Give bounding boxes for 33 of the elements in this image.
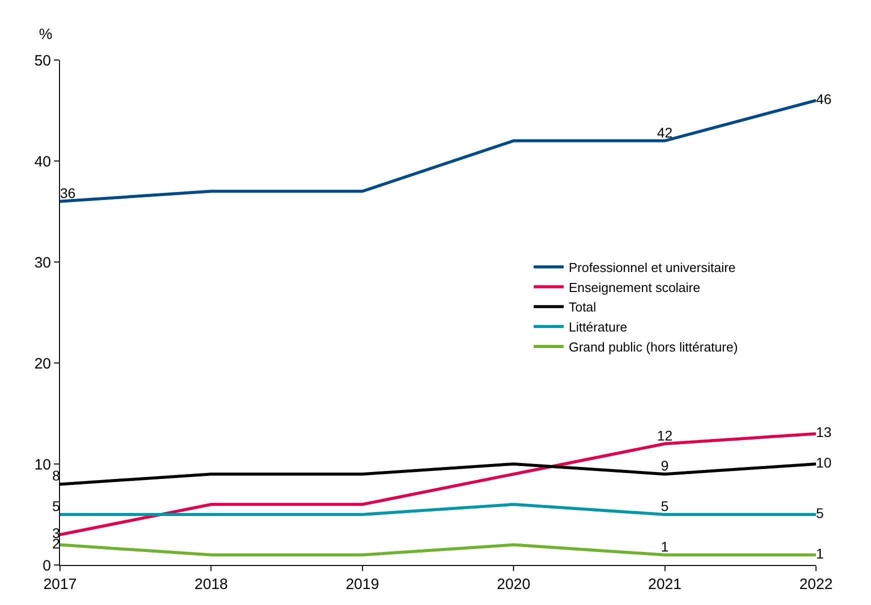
legend-label: Total — [568, 300, 596, 315]
line-series — [60, 432, 816, 536]
line-series — [60, 98, 816, 203]
data-label: 9 — [660, 458, 669, 474]
data-label: 1 — [660, 538, 669, 554]
y-tick-label: 20 — [34, 355, 51, 372]
data-label: 5 — [52, 498, 60, 514]
x-tick-label: 2017 — [43, 576, 77, 593]
x-tick-label: 2022 — [799, 576, 833, 593]
legend-label: Grand public (hors littérature) — [568, 340, 738, 355]
legend-label: Professionnel et universitaire — [568, 260, 736, 275]
data-label: 5 — [816, 505, 824, 521]
data-label: 10 — [816, 454, 832, 470]
x-tick-label: 2019 — [346, 576, 380, 593]
legend-label: Littérature — [568, 320, 628, 335]
data-label: 8 — [52, 468, 60, 484]
y-axis-title: % — [39, 26, 52, 43]
data-label: 42 — [657, 124, 673, 140]
x-tick-label: 2018 — [194, 576, 228, 593]
data-label: 13 — [816, 424, 832, 440]
x-tick-label: 2020 — [496, 576, 530, 593]
legend-label: Enseignement scolaire — [568, 280, 700, 295]
y-tick-label: 40 — [34, 153, 51, 170]
data-label: 36 — [60, 184, 76, 201]
y-tick-label: 50 — [34, 52, 51, 70]
data-label: 12 — [657, 427, 673, 444]
x-tick-label: 2021 — [648, 576, 682, 593]
data-label: 1 — [816, 545, 824, 562]
y-tick-label: 30 — [34, 254, 51, 272]
data-label: 46 — [816, 90, 832, 107]
y-tick-label: 0 — [42, 557, 51, 574]
data-label: 5 — [660, 498, 669, 514]
y-tick-label: 10 — [34, 456, 51, 474]
